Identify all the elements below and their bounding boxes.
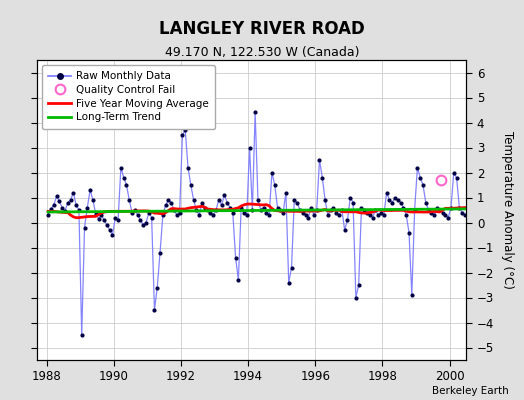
Text: 49.170 N, 122.530 W (Canada): 49.170 N, 122.530 W (Canada) [165, 46, 359, 59]
Text: Berkeley Earth: Berkeley Earth [432, 386, 508, 396]
Y-axis label: Temperature Anomaly (°C): Temperature Anomaly (°C) [500, 131, 514, 289]
Text: LANGLEY RIVER ROAD: LANGLEY RIVER ROAD [159, 20, 365, 38]
Legend: Raw Monthly Data, Quality Control Fail, Five Year Moving Average, Long-Term Tren: Raw Monthly Data, Quality Control Fail, … [42, 65, 215, 129]
